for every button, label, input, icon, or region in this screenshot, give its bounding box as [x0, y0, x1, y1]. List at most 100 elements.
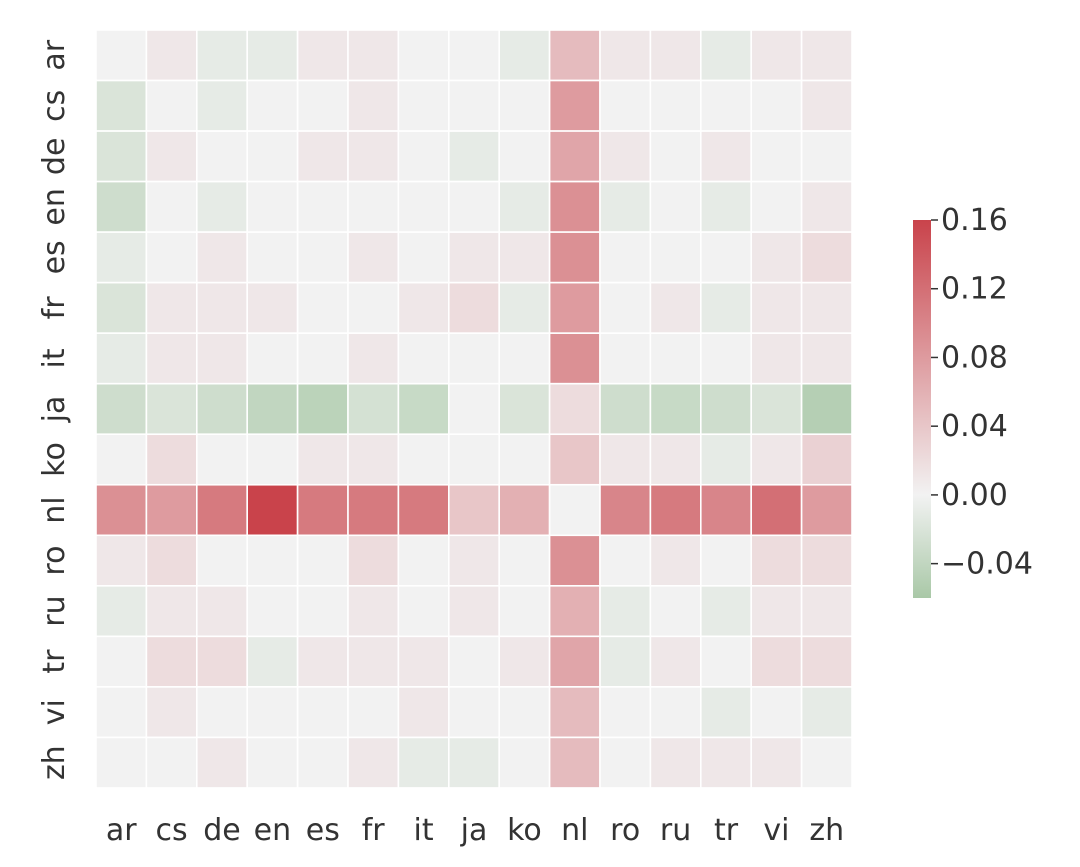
heatmap-cell-nl-ar	[95, 483, 148, 537]
heatmap-cell-ar-de	[196, 29, 249, 82]
heatmap-cell-nl-vi	[750, 483, 803, 537]
heatmap-cell-ru-vi	[750, 585, 803, 638]
heatmap-cell-ja-zh	[800, 382, 853, 436]
heatmap-cell-en-cs	[145, 180, 198, 233]
x-tick-label: nl	[561, 813, 588, 848]
heatmap-cell-ko-vi	[750, 433, 803, 486]
heatmap-cell-ru-ar	[95, 585, 148, 638]
heatmap-cell-es-en	[246, 231, 299, 284]
x-tick-label: ar	[106, 813, 137, 848]
heatmap-cell-ja-ja	[447, 382, 500, 436]
heatmap-cell-cs-cs	[145, 79, 198, 132]
heatmap-cell-es-ru	[649, 231, 702, 284]
heatmap-cell-tr-ja	[447, 635, 500, 688]
x-tick-label: ro	[610, 813, 640, 848]
colorbar-tick-label: 0.00	[941, 478, 1008, 513]
heatmap-cell-it-ko	[498, 332, 551, 385]
heatmap-cell-ja-it	[397, 382, 450, 436]
y-tick-label: ro	[37, 546, 72, 576]
heatmap-cell-ar-ru	[649, 29, 702, 82]
heatmap-cell-ko-fr	[347, 433, 400, 486]
heatmap-cell-ro-es	[296, 534, 349, 587]
heatmap-cell-de-ko	[498, 130, 551, 183]
colorbar-ticks: 0.16 0.12 0.08 0.04 0.00 −0.04	[931, 203, 1033, 582]
heatmap-cell-ja-ar	[95, 382, 148, 436]
heatmap-cell-nl-it	[397, 483, 450, 537]
heatmap-cell-ro-en	[246, 534, 299, 587]
heatmap-cell-en-nl	[548, 180, 601, 233]
heatmap-cells	[95, 29, 853, 789]
heatmap-cell-it-zh	[800, 332, 853, 385]
heatmap-cell-es-nl	[548, 231, 601, 284]
heatmap-cell-tr-ko	[498, 635, 551, 688]
heatmap-cell-ar-ar	[95, 29, 148, 82]
y-tick-label: ko	[37, 442, 72, 477]
heatmap-cell-ko-cs	[145, 433, 198, 486]
y-tick-label: ru	[37, 595, 72, 626]
heatmap-cell-ro-de	[196, 534, 249, 587]
heatmap-cell-zh-ja	[447, 736, 500, 789]
heatmap-cell-tr-vi	[750, 635, 803, 688]
y-tick-label: fr	[37, 296, 72, 320]
y-tick-label: it	[37, 348, 72, 368]
heatmap-cell-ja-cs	[145, 382, 198, 436]
heatmap-cell-en-es	[296, 180, 349, 233]
heatmap-cell-vi-vi	[750, 686, 803, 739]
heatmap-cell-fr-en	[246, 281, 299, 334]
heatmap-cell-ru-nl	[548, 585, 601, 638]
heatmap-cell-zh-ko	[498, 736, 551, 789]
heatmap-cell-fr-ko	[498, 281, 551, 334]
heatmap-cell-de-en	[246, 130, 299, 183]
heatmap-cell-cs-de	[196, 79, 249, 132]
heatmap-cell-tr-tr	[699, 635, 752, 688]
heatmap-cell-fr-ar	[95, 281, 148, 334]
heatmap-cell-zh-es	[296, 736, 349, 789]
heatmap-cell-zh-cs	[145, 736, 198, 789]
heatmap-cell-tr-it	[397, 635, 450, 688]
heatmap-cell-ru-ru	[649, 585, 702, 638]
y-tick-label: de	[37, 138, 72, 176]
heatmap-cell-fr-it	[397, 281, 450, 334]
heatmap-cell-ro-vi	[750, 534, 803, 587]
x-tick-label: zh	[809, 813, 844, 848]
x-tick-label: cs	[156, 813, 188, 848]
heatmap-cell-de-fr	[347, 130, 400, 183]
heatmap-cell-it-ja	[447, 332, 500, 385]
heatmap-cell-vi-ko	[498, 686, 551, 739]
heatmap-cell-ro-ar	[95, 534, 148, 587]
heatmap-cell-ja-tr	[699, 382, 752, 436]
heatmap-cell-es-cs	[145, 231, 198, 284]
heatmap-cell-it-tr	[699, 332, 752, 385]
heatmap-cell-en-zh	[800, 180, 853, 233]
heatmap-cell-it-ru	[649, 332, 702, 385]
heatmap-cell-ko-zh	[800, 433, 853, 486]
heatmap-cell-ru-fr	[347, 585, 400, 638]
heatmap-cell-zh-tr	[699, 736, 752, 789]
heatmap-cell-ko-ar	[95, 433, 148, 486]
heatmap-cell-it-de	[196, 332, 249, 385]
heatmap-cell-zh-ro	[599, 736, 652, 789]
heatmap-cell-vi-de	[196, 686, 249, 739]
heatmap-cell-ar-en	[246, 29, 299, 82]
x-tick-label: fr	[362, 813, 386, 848]
heatmap-cell-ko-it	[397, 433, 450, 486]
heatmap-cell-ro-tr	[699, 534, 752, 587]
heatmap-cell-ro-zh	[800, 534, 853, 587]
colorbar	[913, 220, 931, 598]
heatmap-cell-es-tr	[699, 231, 752, 284]
y-tick-label: cs	[37, 90, 72, 122]
heatmap-cell-nl-es	[296, 483, 349, 537]
heatmap-cell-es-vi	[750, 231, 803, 284]
heatmap-cell-ar-cs	[145, 29, 198, 82]
heatmap-cell-zh-it	[397, 736, 450, 789]
heatmap-cell-ro-ro	[599, 534, 652, 587]
heatmap-cell-tr-fr	[347, 635, 400, 688]
heatmap-cell-zh-de	[196, 736, 249, 789]
heatmap-cell-ko-ja	[447, 433, 500, 486]
heatmap-cell-de-vi	[750, 130, 803, 183]
x-tick-label: ja	[460, 813, 488, 848]
heatmap-cell-fr-ru	[649, 281, 702, 334]
heatmap-cell-it-ro	[599, 332, 652, 385]
heatmap-cell-vi-en	[246, 686, 299, 739]
heatmap-cell-it-ar	[95, 332, 148, 385]
